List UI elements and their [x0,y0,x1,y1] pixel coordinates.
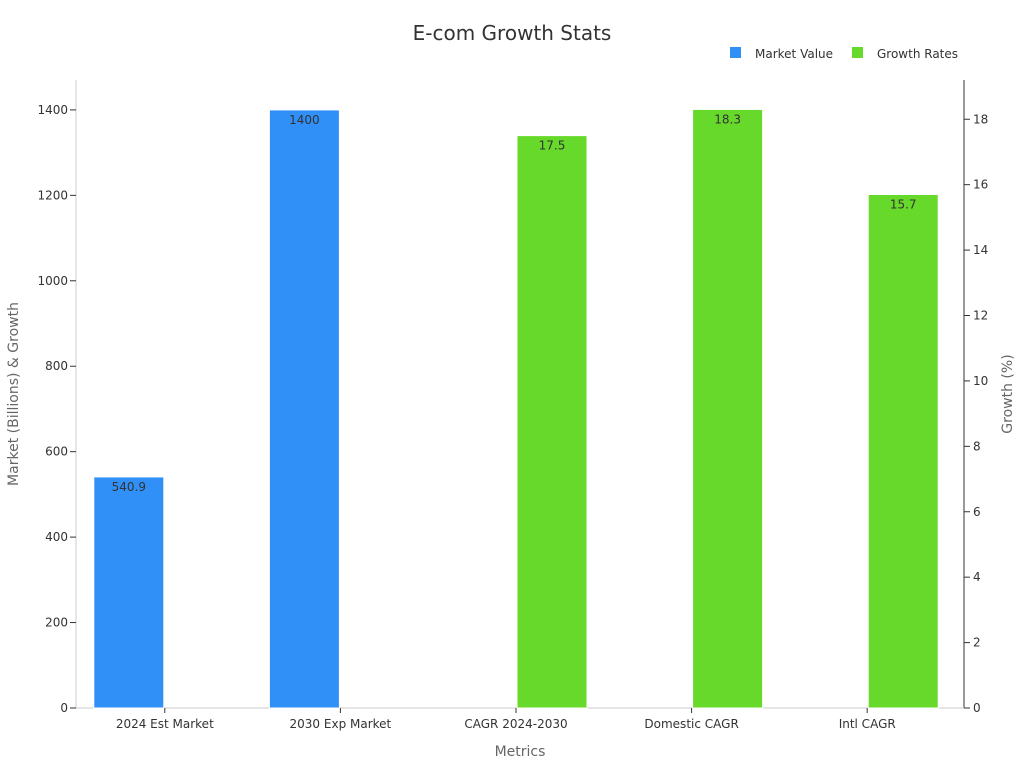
right-tick-label: 10 [973,374,988,388]
bars: 540.9 1400 17.5 18.3 15.7 [93,108,939,709]
left-tick-label: 1400 [37,103,68,117]
legend-swatch [730,47,741,58]
right-tick-label: 14 [973,243,988,257]
bar-value-label: 540.9 [112,480,146,494]
x-tick-label: 2024 Est Market [116,717,214,731]
bar-growth-rates[interactable] [867,193,939,709]
left-tick-label: 1000 [37,274,68,288]
right-tick-label: 2 [973,636,981,650]
left-tick-label: 800 [45,359,68,373]
right-tick-label: 12 [973,309,988,323]
y-axis-title: Market (Billions) & Growth [6,302,22,486]
right-tick-label: 0 [973,701,981,715]
bar-growth-rates[interactable] [692,108,764,709]
right-tick-label: 18 [973,112,988,126]
x-tick-label: Domestic CAGR [644,717,738,731]
left-y-axis: 0 200 400 600 800 1000 1200 1400 [37,80,77,715]
left-tick-label: 1200 [37,188,68,202]
bar-value-label: 1400 [289,113,320,127]
right-y-axis: 0 2 4 6 8 10 12 14 16 18 [963,80,988,715]
y2-axis-title: Growth (%) [1000,354,1016,433]
bar-value-label: 17.5 [539,139,566,153]
legend: Market Value Growth Rates [730,47,958,61]
legend-swatch [852,47,863,58]
bar-value-label: 15.7 [890,197,917,211]
legend-label: Growth Rates [877,47,958,61]
right-tick-label: 16 [973,178,988,192]
left-tick-label: 400 [45,530,68,544]
left-tick-label: 0 [60,701,68,715]
bar-market-value[interactable] [93,476,165,709]
right-tick-label: 6 [973,505,981,519]
legend-label: Market Value [755,47,833,61]
bar-growth-rates[interactable] [516,135,588,709]
x-tick-label: Intl CAGR [839,717,896,731]
bar-market-value[interactable] [268,109,340,709]
right-tick-label: 8 [973,439,981,453]
x-axis-title: Metrics [495,744,546,760]
x-axis: 2024 Est Market 2030 Exp Market CAGR 2024-… [76,707,964,731]
x-tick-label: CAGR 2024-2030 [464,717,567,731]
x-tick-label: 2030 Exp Market [290,717,392,731]
chart-title: E-com Growth Stats [413,21,612,45]
left-tick-label: 200 [45,616,68,630]
bar-value-label: 18.3 [714,112,741,126]
right-tick-label: 4 [973,570,981,584]
left-tick-label: 600 [45,445,68,459]
